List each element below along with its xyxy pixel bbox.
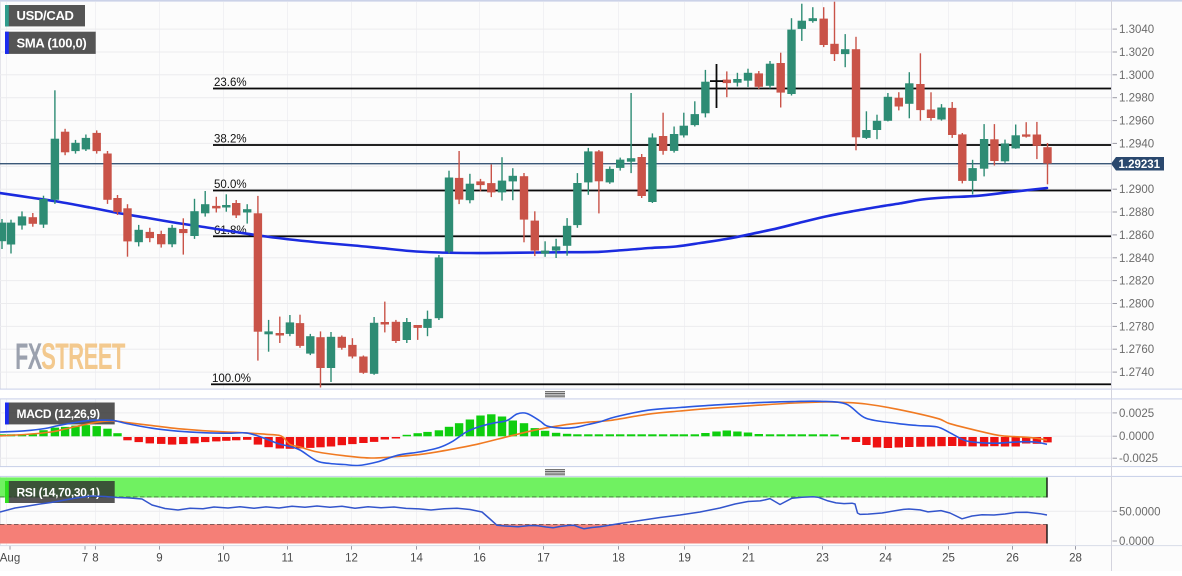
svg-text:1.3040: 1.3040 bbox=[1119, 24, 1154, 36]
svg-text:Aug: Aug bbox=[0, 553, 20, 565]
svg-text:1.3000: 1.3000 bbox=[1119, 70, 1154, 82]
svg-text:1.3020: 1.3020 bbox=[1119, 47, 1154, 59]
svg-text:1.2960: 1.2960 bbox=[1119, 116, 1154, 128]
svg-text:MACD (12,26,9): MACD (12,26,9) bbox=[17, 407, 100, 421]
svg-text:11: 11 bbox=[282, 553, 294, 565]
svg-text:0.0000: 0.0000 bbox=[1119, 536, 1154, 548]
svg-text:19: 19 bbox=[678, 553, 691, 565]
svg-text:USD/CAD: USD/CAD bbox=[17, 8, 74, 23]
svg-text:10: 10 bbox=[217, 553, 230, 565]
svg-text:-0.0025: -0.0025 bbox=[1119, 453, 1158, 465]
svg-text:23: 23 bbox=[816, 553, 829, 565]
svg-text:1.2760: 1.2760 bbox=[1119, 344, 1154, 356]
svg-text:1.2880: 1.2880 bbox=[1119, 207, 1154, 219]
svg-text:1.2800: 1.2800 bbox=[1119, 299, 1154, 311]
svg-text:RSI (14,70,30,1): RSI (14,70,30,1) bbox=[17, 486, 101, 500]
svg-text:1.2940: 1.2940 bbox=[1119, 138, 1154, 150]
svg-text:1.2860: 1.2860 bbox=[1119, 230, 1154, 242]
svg-text:SMA (100,0): SMA (100,0) bbox=[17, 35, 87, 50]
svg-text:14: 14 bbox=[410, 553, 423, 565]
svg-text:1.2740: 1.2740 bbox=[1119, 367, 1154, 379]
svg-text:38.2%: 38.2% bbox=[214, 134, 247, 146]
svg-text:25: 25 bbox=[942, 553, 955, 565]
svg-text:STREET: STREET bbox=[41, 337, 126, 377]
svg-text:1.2840: 1.2840 bbox=[1119, 253, 1154, 265]
svg-text:28: 28 bbox=[1069, 553, 1082, 565]
svg-text:7: 7 bbox=[82, 553, 88, 565]
svg-text:8: 8 bbox=[92, 553, 98, 565]
svg-text:100.0%: 100.0% bbox=[212, 373, 251, 385]
svg-text:24: 24 bbox=[879, 553, 892, 565]
svg-text:18: 18 bbox=[612, 553, 625, 565]
svg-text:FX: FX bbox=[15, 337, 42, 377]
svg-text:16: 16 bbox=[473, 553, 486, 565]
svg-text:17: 17 bbox=[537, 553, 550, 565]
svg-text:0.0025: 0.0025 bbox=[1119, 408, 1154, 420]
svg-text:1.2980: 1.2980 bbox=[1119, 93, 1154, 105]
svg-text:1.2820: 1.2820 bbox=[1119, 276, 1154, 288]
svg-text:21: 21 bbox=[742, 553, 755, 565]
svg-text:1.2780: 1.2780 bbox=[1119, 321, 1154, 333]
svg-text:23.6%: 23.6% bbox=[214, 77, 247, 89]
svg-text:0.0000: 0.0000 bbox=[1119, 431, 1154, 443]
svg-text:1.29231: 1.29231 bbox=[1119, 159, 1161, 171]
svg-text:1.2900: 1.2900 bbox=[1119, 184, 1154, 196]
svg-text:26: 26 bbox=[1006, 553, 1019, 565]
svg-text:12: 12 bbox=[345, 553, 358, 565]
svg-text:50.0%: 50.0% bbox=[214, 179, 247, 191]
svg-text:50.0000: 50.0000 bbox=[1119, 506, 1161, 518]
svg-text:9: 9 bbox=[156, 553, 162, 565]
